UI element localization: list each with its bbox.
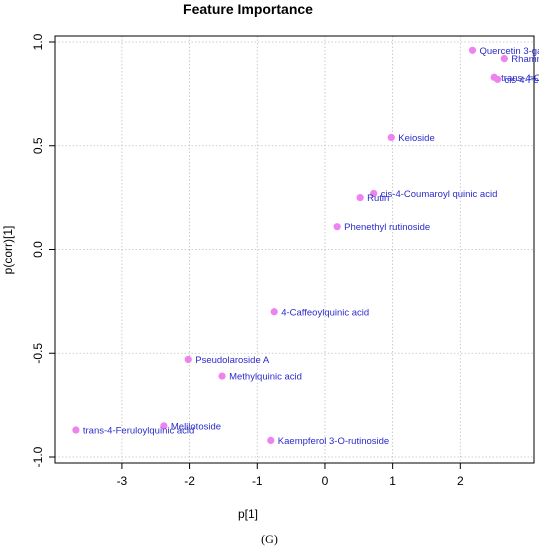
data-point-6: [356, 194, 364, 202]
y-tick-label-2: 0.0: [31, 241, 45, 258]
point-label-12: trans-4-Feruloylquinic acid: [83, 426, 194, 437]
x-tick-label-4: 1: [389, 474, 396, 488]
x-tick-label-0: -3: [117, 474, 128, 488]
point-label-11: Melilotoside: [171, 421, 221, 432]
point-label-2: trans-4-Coumaroyl quinic acid: [501, 73, 539, 84]
grid: [55, 36, 534, 463]
point-label-4: Keioside: [398, 133, 434, 144]
data-point-1: [500, 55, 508, 63]
point-label-10: Methylquinic acid: [229, 372, 302, 383]
y-tick-label-4: -1.0: [31, 446, 45, 467]
point-label-7: Phenethyl rutinoside: [344, 222, 430, 233]
point-label-6: Rutin: [367, 193, 389, 204]
data-point-12: [72, 426, 80, 434]
point-label-13: Kaempferol 3-O-rutinoside: [278, 436, 389, 447]
y-tick-label-1: 0.5: [31, 137, 45, 154]
x-tick-label-2: -1: [252, 474, 263, 488]
feature-importance-chart: Feature Importance -3 -2 -1 0 1 2 1.0 0.5 0.0 -0.…: [1, 1, 539, 521]
x-tick-label-1: -2: [184, 474, 195, 488]
point-label-1: Rhamnetin 3-O-glucoside: [511, 54, 539, 65]
data-point-0: [468, 46, 477, 54]
data-point-10: [218, 372, 226, 380]
data-point-5: [370, 189, 378, 198]
point-label-9: Pseudolaroside A: [195, 355, 270, 366]
axes: -3 -2 -1 0 1 2 1.0 0.5 0.0 -0.5 -1.0: [31, 33, 535, 488]
data-point-11: [160, 422, 168, 430]
data-point-8: [270, 308, 278, 316]
y-tick-label-3: -0.5: [31, 343, 45, 364]
data-point-7: [333, 223, 341, 231]
data-points: Quercetin 3-galactosideRhamnetin 3-O-glu…: [72, 46, 539, 447]
y-axis-label: p(corr)[1]: [1, 226, 15, 275]
point-label-5: cis-4-Coumaroyl quinic acid: [381, 189, 498, 200]
x-tick-label-5: 2: [457, 474, 464, 488]
figure-caption: (G): [261, 532, 278, 546]
point-label-3: cis-4-Feruloylquinic acid: [505, 75, 539, 86]
x-axis-label: p[1]: [238, 507, 258, 521]
chart-title: Feature Importance: [183, 1, 313, 17]
x-tick-label-3: 0: [322, 474, 329, 488]
y-tick-label-0: 1.0: [31, 33, 45, 50]
point-label-8: 4-Caffeoylquinic acid: [281, 307, 369, 318]
data-point-3: [493, 75, 502, 83]
data-point-13: [267, 436, 275, 444]
data-point-4: [387, 133, 395, 142]
point-label-0: Quercetin 3-galactoside: [480, 46, 539, 57]
data-point-9: [184, 355, 192, 364]
